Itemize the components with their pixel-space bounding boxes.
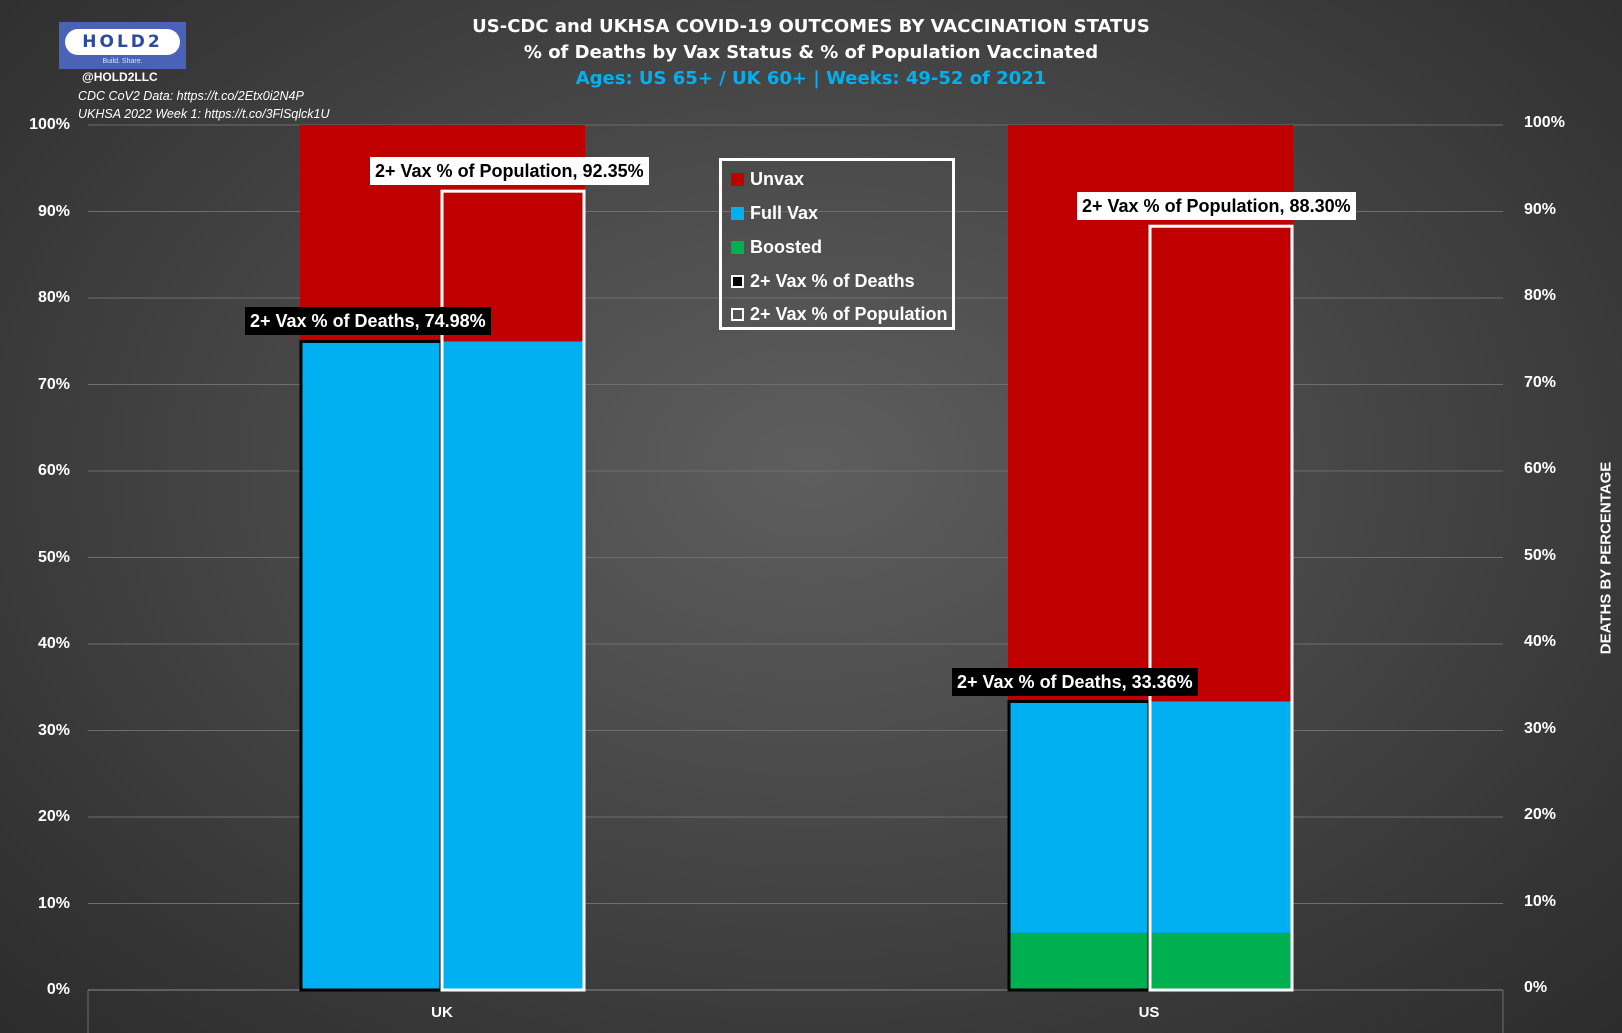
y2-tick-label: 20% — [1524, 806, 1557, 823]
chart-legend: Unvax Full Vax Boosted 2+ Vax % of Death… — [719, 158, 955, 330]
legend-item-unvax: Unvax — [731, 169, 804, 189]
twitter-handle: @HOLD2LLC — [82, 70, 158, 84]
logo-tagline: Build. Share. — [102, 58, 143, 65]
data-label-us-population: 2+ Vax % of Population, 88.30% — [1077, 192, 1356, 220]
legend-label: Unvax — [750, 168, 805, 189]
legend-label: 2+ Vax % of Population — [750, 303, 948, 324]
y-tick-label: 30% — [37, 721, 70, 739]
y-tick-label: 20% — [37, 808, 70, 825]
data-label-us-deaths: 2+ Vax % of Deaths, 33.36% — [952, 668, 1198, 696]
y2-tick-label: 40% — [1524, 633, 1557, 650]
category-label-us: US — [1138, 1004, 1160, 1021]
data-label-uk-population: 2+ Vax % of Population, 92.35% — [370, 157, 649, 185]
legend-swatch-full-vax — [731, 206, 744, 220]
legend-swatch-unvax — [731, 172, 744, 186]
source-ukhsa: UKHSA 2022 Week 1: https://t.co/3FlSqlck… — [78, 107, 330, 121]
chart-subtitle: % of Deaths by Vax Status & % of Populat… — [523, 42, 1099, 63]
y2-tick-label: 30% — [1524, 719, 1557, 737]
legend-label: 2+ Vax % of Deaths — [750, 270, 915, 291]
y2-tick-label: 50% — [1524, 546, 1557, 564]
y-tick-label: 0% — [46, 981, 70, 998]
y2-axis-title: DEATHS BY PERCENTAGE — [1597, 461, 1615, 655]
legend-label: Boosted — [750, 236, 822, 257]
legend-item-population: 2+ Vax % of Population — [731, 304, 948, 324]
legend-item-boosted: Boosted — [731, 237, 822, 257]
legend-swatch-deaths — [731, 274, 744, 288]
category-label-uk: UK — [431, 1004, 453, 1021]
overlay-population-uk — [440, 189, 586, 992]
legend-swatch-boosted — [731, 240, 744, 254]
legend-item-deaths: 2+ Vax % of Deaths — [731, 271, 915, 291]
y2-tick-label: 80% — [1524, 287, 1557, 304]
y-tick-label: 90% — [37, 202, 70, 220]
y-tick-label: 100% — [29, 116, 70, 133]
overlay-population-us — [1148, 224, 1294, 992]
y2-tick-label: 70% — [1524, 373, 1557, 391]
y2-tick-label: 0% — [1524, 979, 1548, 996]
hold2-logo: HOLD2 Build. Share. — [59, 22, 186, 69]
y2-tick-label: 10% — [1524, 892, 1557, 910]
data-label-uk-deaths: 2+ Vax % of Deaths, 74.98% — [245, 307, 491, 335]
y-tick-label: 80% — [37, 289, 70, 306]
y2-tick-label: 90% — [1524, 200, 1557, 218]
chart-title: US-CDC and UKHSA COVID-19 OUTCOMES BY VA… — [472, 16, 1150, 37]
y2-tick-label: 60% — [1524, 460, 1557, 477]
y-tick-label: 40% — [37, 635, 70, 652]
legend-item-full-vax: Full Vax — [731, 203, 818, 223]
y2-tick-label: 100% — [1524, 114, 1565, 131]
logo-text: HOLD2 — [65, 29, 180, 55]
y-tick-label: 60% — [37, 462, 70, 479]
legend-swatch-population — [731, 307, 744, 321]
y-tick-label: 70% — [37, 375, 70, 393]
source-cdc: CDC CoV2 Data: https://t.co/2Etx0i2N4P — [78, 89, 304, 103]
y-tick-label: 10% — [37, 894, 70, 912]
chart-subtitle-ages: Ages: US 65+ / UK 60+ | Weeks: 49-52 of … — [575, 68, 1047, 89]
y-tick-label: 50% — [37, 548, 70, 566]
legend-label: Full Vax — [750, 202, 819, 223]
overlay-bars — [299, 189, 1294, 992]
